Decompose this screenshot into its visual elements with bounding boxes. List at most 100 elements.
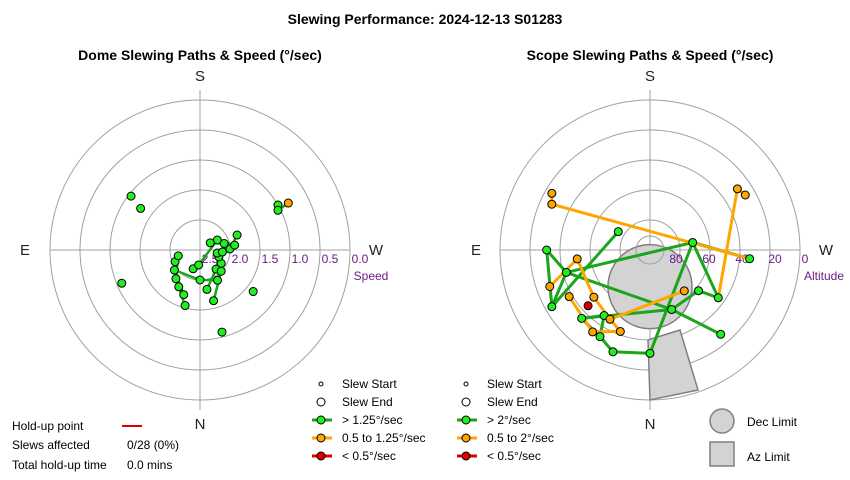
dome-slew-points	[117, 191, 293, 337]
dome-path-segment	[212, 270, 223, 302]
scope-slew-marker	[588, 327, 598, 337]
scope-legend-fast: > 2°/sec	[487, 413, 531, 427]
scope-legend-medium: 0.5 to 2°/sec	[487, 431, 554, 445]
dome-tick-label: 1.0	[292, 252, 309, 266]
scope-slew-marker	[740, 190, 750, 200]
holdup-slews-value: 0/28 (0%)	[127, 438, 179, 452]
scope-slew-marker	[613, 227, 623, 237]
scope-slew-marker	[589, 292, 599, 302]
dome-chart-title: Dome Slewing Paths & Speed (°/sec)	[78, 47, 322, 63]
dome-slew-marker	[180, 301, 190, 311]
dome-slew-marker	[117, 278, 127, 288]
dome-compass-right: W	[369, 242, 384, 259]
dome-slew-marker	[126, 191, 136, 201]
scope-path-segment	[716, 187, 747, 299]
dome-legend-slow: < 0.5°/sec	[342, 449, 396, 463]
scope-slew-marker	[547, 199, 557, 209]
dec-limit-legend-marker	[709, 408, 735, 434]
az-limit-region	[647, 329, 699, 401]
legend-fast-marker	[316, 415, 326, 425]
dome-legend-fast: > 1.25°/sec	[342, 413, 403, 427]
scope-slew-marker	[542, 245, 552, 255]
dome-slew-marker	[217, 327, 227, 337]
dome-slew-marker	[283, 198, 293, 208]
scope-slew-marker	[694, 286, 704, 296]
scope-legend-medium-marker	[461, 433, 471, 443]
dome-slew-marker	[209, 296, 219, 306]
scope-legend-az-limit: Az Limit	[747, 450, 790, 464]
dome-slew-marker	[179, 290, 189, 300]
dome-tick-label: 0.0	[352, 252, 369, 266]
dome-legend-medium: 0.5 to 1.25°/sec	[342, 431, 426, 445]
scope-slew-marker	[561, 267, 571, 277]
dome-slew-marker	[273, 205, 283, 215]
scope-slew-marker	[745, 254, 755, 264]
holdup-time-label: Total hold-up time	[12, 458, 107, 472]
dome-compass-bottom: N	[195, 416, 206, 433]
legend-end-marker	[316, 397, 326, 407]
scope-slew-marker	[564, 292, 574, 302]
scope-slew-marker	[595, 332, 605, 342]
dome-radial-ticks: 2.5 2.0 1.5 1.0 0.5 0.0	[202, 252, 369, 266]
dome-slew-marker	[232, 230, 242, 240]
figure-title: Slewing Performance: 2024-12-13 S01283	[288, 11, 563, 27]
dome-slew-marker	[205, 238, 215, 248]
scope-slew-marker	[545, 281, 555, 291]
scope-legend-start: Slew Start	[487, 377, 542, 391]
scope-legend: Slew Start Slew End > 2°/sec 0.5 to 2°/s…	[457, 377, 798, 467]
holdup-point-label: Hold-up point	[12, 419, 84, 433]
legend-medium-marker	[316, 433, 326, 443]
dome-slew-marker	[194, 260, 204, 270]
dome-slew-marker	[213, 275, 222, 285]
dome-legend-start: Slew Start	[342, 377, 397, 391]
scope-slew-marker	[713, 293, 723, 303]
scope-slew-marker	[583, 301, 593, 311]
dome-slew-marker	[136, 203, 146, 213]
scope-slew-marker	[688, 237, 698, 247]
dome-slew-marker	[216, 266, 226, 276]
holdup-info: Hold-up point Slews affected 0/28 (0%) T…	[12, 419, 179, 472]
dome-slew-marker	[174, 282, 184, 292]
scope-tick-label: 0	[802, 252, 809, 266]
scope-compass-bottom: N	[645, 416, 656, 433]
dome-radial-label: Speed	[354, 269, 389, 283]
scope-slew-marker	[577, 313, 587, 323]
legend-start-marker	[318, 381, 324, 387]
dome-path-segment	[173, 268, 201, 282]
dome-slew-marker	[173, 251, 183, 261]
scope-slew-marker	[547, 188, 557, 198]
dome-tick-label: 0.5	[322, 252, 339, 266]
dome-slew-marker	[195, 275, 205, 285]
scope-legend-dec-limit: Dec Limit	[747, 415, 798, 429]
scope-legend-start-marker	[463, 381, 469, 387]
dome-legend: Slew Start Slew End > 1.25°/sec 0.5 to 1…	[312, 377, 426, 463]
scope-slew-marker	[608, 347, 618, 357]
scope-chart: Scope Slewing Paths & Speed (°/sec) S N …	[471, 47, 844, 433]
scope-slew-marker	[667, 305, 677, 315]
scope-chart-title: Scope Slewing Paths & Speed (°/sec)	[527, 47, 774, 63]
holdup-time-value: 0.0 mins	[127, 458, 172, 472]
dome-slew-marker	[248, 287, 258, 297]
scope-compass-right: W	[819, 242, 834, 259]
dome-slew-marker	[219, 239, 229, 249]
scope-legend-fast-marker	[461, 415, 471, 425]
scope-tick-label: 60	[702, 252, 716, 266]
scope-slew-marker	[679, 286, 689, 296]
dome-compass-top: S	[195, 68, 205, 85]
dome-tick-label: 2.0	[232, 252, 249, 266]
scope-tick-label: 80	[669, 252, 683, 266]
scope-radial-ticks: 80 60 40 20 0	[669, 252, 808, 266]
dome-chart: Dome Slewing Paths & Speed (°/sec) S N E…	[20, 47, 388, 433]
az-limit-legend-marker	[709, 441, 735, 467]
dome-slew-marker	[171, 274, 181, 284]
scope-slew-marker	[615, 326, 625, 336]
legend-slow-marker	[316, 451, 326, 461]
scope-slew-points	[542, 184, 755, 358]
dome-slew-marker	[202, 284, 212, 294]
scope-grid	[499, 90, 801, 410]
dome-grid	[49, 90, 351, 410]
scope-slew-marker	[732, 184, 742, 194]
scope-legend-slow-marker	[461, 451, 471, 461]
dome-slew-marker	[169, 265, 179, 275]
